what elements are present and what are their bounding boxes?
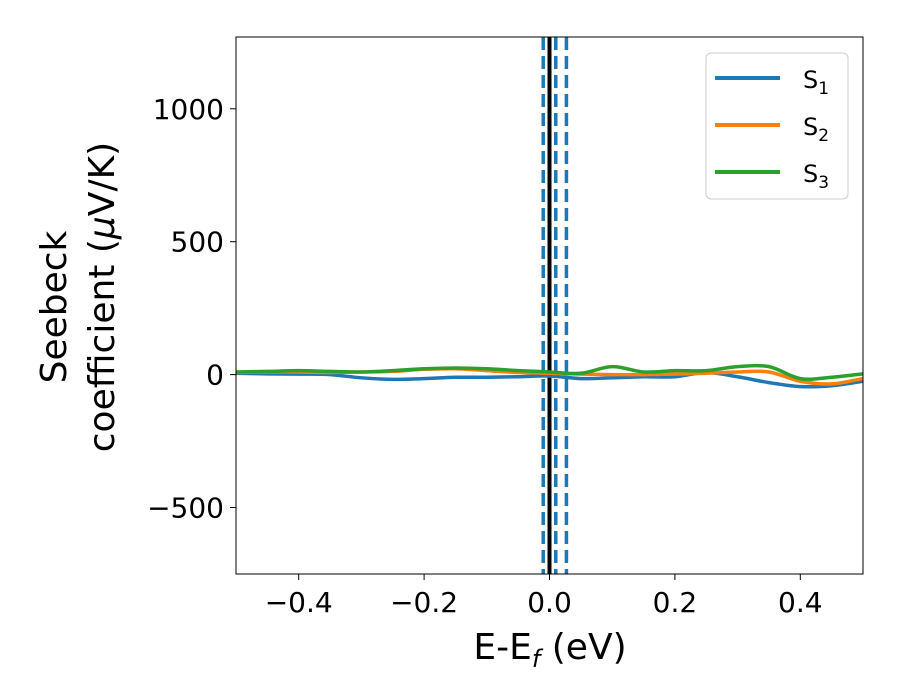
series-line-s1 — [236, 370, 863, 389]
x-tick-label: 0.0 — [527, 586, 572, 619]
x-axis-ticks: −0.4 −0.2 0.0 0.2 0.4 — [265, 574, 823, 619]
legend-label-s2: S2 — [803, 113, 829, 146]
x-axis-title: E-Ef (eV) — [473, 627, 626, 673]
y-axis-title-mu: μ — [82, 216, 123, 240]
legend-label-s1: S1 — [803, 66, 829, 99]
y-axis-title-prefix: coefficient ( — [82, 239, 123, 452]
legend-label-s3: S3 — [803, 160, 829, 193]
y-tick-label: −500 — [147, 492, 224, 525]
series-lines — [236, 363, 863, 389]
y-tick-label: 1000 — [153, 93, 224, 126]
x-tick-label: 0.4 — [778, 586, 823, 619]
y-tick-label: 500 — [171, 226, 224, 259]
legend: S1 S2 S3 — [705, 52, 849, 200]
y-axis-title-line1: Seebeck — [34, 230, 75, 383]
y-axis-title-unit: V/K) — [82, 142, 123, 216]
series-line-s3 — [236, 363, 863, 382]
y-axis-title: Seebeck coefficient (μV/K) — [34, 142, 123, 452]
y-axis-title-line2: coefficient (μV/K) — [82, 142, 123, 452]
reference-lines — [541, 37, 569, 574]
x-tick-label: −0.2 — [390, 586, 458, 619]
y-tick-label: 0 — [206, 359, 224, 392]
x-axis-title-unit: (eV) — [540, 627, 626, 668]
x-axis-title-main: E-E — [473, 627, 531, 668]
x-tick-label: −0.4 — [265, 586, 333, 619]
y-axis-ticks: −500 0 500 1000 — [147, 93, 236, 525]
x-tick-label: 0.2 — [653, 586, 698, 619]
